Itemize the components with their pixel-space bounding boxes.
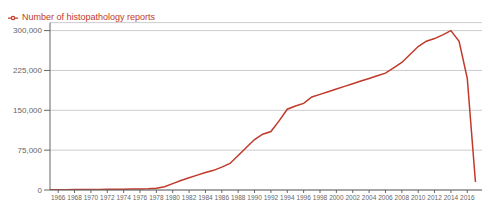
svg-text:1990: 1990: [247, 194, 262, 201]
svg-text:1966: 1966: [51, 194, 66, 201]
svg-text:75,000: 75,000: [18, 146, 43, 155]
svg-text:1992: 1992: [264, 194, 279, 201]
svg-text:2008: 2008: [395, 194, 410, 201]
svg-text:1984: 1984: [198, 194, 213, 201]
svg-text:2012: 2012: [427, 194, 442, 201]
svg-text:1988: 1988: [231, 194, 246, 201]
svg-text:1982: 1982: [182, 194, 197, 201]
svg-text:1972: 1972: [100, 194, 115, 201]
svg-text:2006: 2006: [378, 194, 393, 201]
svg-text:1994: 1994: [280, 194, 295, 201]
svg-text:1998: 1998: [313, 194, 328, 201]
svg-text:2002: 2002: [345, 194, 360, 201]
html-text:Number of histopathology repor: Number of histopathology reports: [22, 12, 156, 22]
svg-text:1978: 1978: [149, 194, 164, 201]
svg-text:1968: 1968: [67, 194, 82, 201]
svg-text:2016: 2016: [460, 194, 475, 201]
svg-text:1996: 1996: [296, 194, 311, 201]
svg-text:2004: 2004: [362, 194, 377, 201]
svg-text:2014: 2014: [444, 194, 459, 201]
svg-text:300,000: 300,000: [13, 26, 42, 35]
svg-text:1980: 1980: [165, 194, 180, 201]
svg-text:2000: 2000: [329, 194, 344, 201]
svg-text:150,000: 150,000: [13, 106, 42, 115]
svg-text:0: 0: [38, 186, 43, 195]
svg-text:2010: 2010: [411, 194, 426, 201]
svg-text:1986: 1986: [215, 194, 230, 201]
svg-text:1976: 1976: [133, 194, 148, 201]
svg-text:225,000: 225,000: [13, 66, 42, 75]
svg-text:1974: 1974: [116, 194, 131, 201]
svg-text:1970: 1970: [84, 194, 99, 201]
